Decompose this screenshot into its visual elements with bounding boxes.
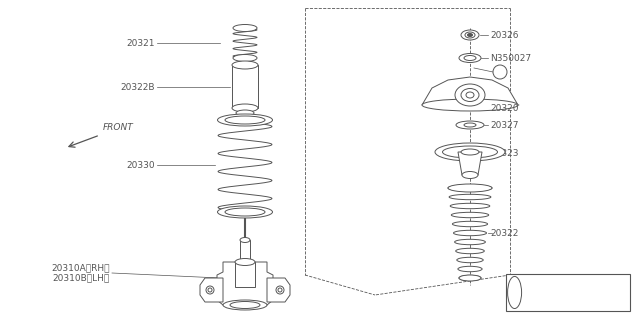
Text: N380015: N380015 [527,278,561,288]
Ellipse shape [493,65,507,79]
Text: (1407- ): (1407- ) [596,278,627,288]
Bar [232,65,258,108]
Bar [235,262,255,287]
Text: 20326: 20326 [490,30,518,39]
Text: 1: 1 [512,288,517,297]
Polygon shape [267,278,290,302]
Text: 20323: 20323 [490,148,518,157]
Ellipse shape [456,248,484,254]
Ellipse shape [466,92,474,98]
Ellipse shape [232,104,258,112]
Text: 20327: 20327 [490,121,518,130]
Ellipse shape [208,288,212,292]
Ellipse shape [461,149,479,155]
Ellipse shape [459,275,481,281]
Text: (-1407): (-1407) [596,297,625,307]
Ellipse shape [457,257,483,263]
Ellipse shape [452,221,488,227]
Ellipse shape [455,84,485,106]
Bar [506,274,630,311]
Text: 20310B〈LH〉: 20310B〈LH〉 [52,274,110,283]
Ellipse shape [218,206,273,218]
Ellipse shape [442,146,497,158]
Ellipse shape [462,172,478,179]
Ellipse shape [223,300,267,310]
Ellipse shape [233,54,257,61]
Ellipse shape [230,301,260,308]
Text: 20322: 20322 [490,228,518,237]
Ellipse shape [508,276,522,308]
Ellipse shape [235,259,255,266]
Text: N350027: N350027 [490,53,531,62]
Text: FRONT: FRONT [103,123,134,132]
Ellipse shape [450,203,490,209]
Ellipse shape [459,53,481,62]
Ellipse shape [206,286,214,294]
Ellipse shape [448,184,492,192]
Ellipse shape [422,99,518,111]
Ellipse shape [240,237,250,243]
Ellipse shape [459,275,481,281]
Text: 20330: 20330 [126,161,155,170]
Ellipse shape [458,266,482,272]
Ellipse shape [461,30,479,40]
Polygon shape [200,278,223,302]
Ellipse shape [276,286,284,294]
Text: 20322B: 20322B [120,83,155,92]
Ellipse shape [225,208,265,216]
Ellipse shape [465,32,475,38]
Polygon shape [422,77,518,105]
Ellipse shape [467,34,472,36]
Text: N350028: N350028 [527,297,561,307]
Ellipse shape [448,185,492,191]
Text: 20321: 20321 [127,38,155,47]
Ellipse shape [435,143,505,161]
Ellipse shape [464,55,476,60]
Text: A210001159: A210001159 [577,305,630,314]
Ellipse shape [236,110,254,116]
Ellipse shape [456,121,484,129]
Ellipse shape [451,212,489,218]
Bar [240,240,250,262]
Text: 20320: 20320 [490,103,518,113]
Ellipse shape [464,123,476,127]
Ellipse shape [454,239,485,245]
Ellipse shape [278,288,282,292]
Polygon shape [217,262,273,305]
Ellipse shape [232,61,258,69]
Ellipse shape [454,230,486,236]
Ellipse shape [233,25,257,31]
Ellipse shape [461,89,479,101]
Text: 1: 1 [497,68,502,76]
Ellipse shape [225,116,265,124]
Ellipse shape [449,194,491,200]
Ellipse shape [218,114,273,126]
Polygon shape [458,152,482,175]
Text: 20310A〈RH〉: 20310A〈RH〉 [51,263,110,273]
